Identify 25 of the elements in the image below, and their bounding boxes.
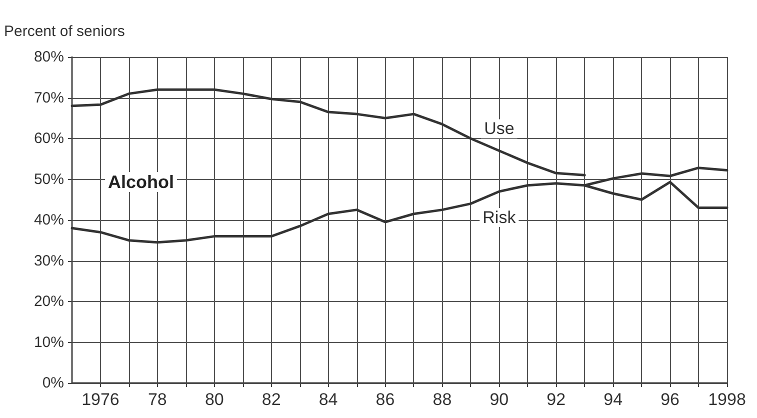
x-tick-label: 92: [546, 390, 566, 409]
x-tick-label: 90: [490, 390, 509, 409]
x-tick-label: 96: [660, 390, 680, 409]
y-tick-label: 10%: [34, 334, 64, 351]
x-tick-label: 86: [376, 390, 395, 409]
series-label: Use: [484, 119, 514, 138]
series-label: Risk: [482, 208, 516, 227]
y-tick-label: 50%: [34, 170, 64, 188]
y-tick-label: 30%: [34, 252, 64, 270]
y-tick-label: 0%: [42, 374, 64, 392]
y-tick-label: 20%: [34, 293, 64, 310]
y-tick-label: 80%: [34, 48, 64, 66]
x-tick-label: 1976: [82, 390, 120, 409]
x-tick-label: 88: [432, 390, 452, 409]
y-tick-label: 60%: [34, 130, 64, 147]
y-tick-label: 70%: [34, 89, 64, 106]
x-tick-label: 94: [604, 390, 623, 409]
x-tick-label: 80: [204, 390, 224, 409]
y-axis-title: Percent of seniors: [4, 23, 125, 40]
annotation: Alcohol: [108, 172, 174, 192]
x-tick-label: 78: [148, 390, 167, 409]
x-tick-label: 84: [318, 390, 338, 409]
x-tick-label: 82: [262, 390, 281, 409]
x-tick-label: 1998: [708, 390, 746, 409]
y-tick-label: 40%: [34, 212, 64, 228]
